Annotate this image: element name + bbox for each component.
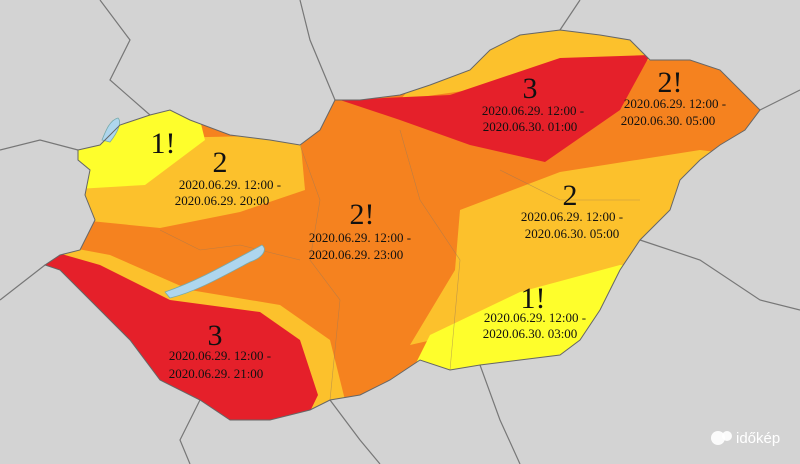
zone-level: 2 xyxy=(563,179,578,212)
zone-to: 2020.06.29. 21:00 xyxy=(169,366,264,381)
zone-from: 2020.06.29. 12:00 - xyxy=(309,230,411,245)
lake-balaton xyxy=(164,244,265,299)
zone-from: 2020.06.29. 12:00 - xyxy=(179,177,281,192)
zone-level: 3 xyxy=(208,319,223,352)
country-border xyxy=(43,29,761,421)
zone-level: 1! xyxy=(521,282,546,315)
zone-to: 2020.06.29. 23:00 xyxy=(309,247,404,262)
zone-to: 2020.06.30. 03:00 xyxy=(483,326,578,341)
zone-red xyxy=(340,55,650,162)
zone-level: 2 xyxy=(213,146,228,179)
zone-level: 1! xyxy=(151,127,176,160)
logo: időkép xyxy=(711,430,780,447)
zone-from: 2020.06.29. 12:00 - xyxy=(482,103,584,118)
zone-to: 2020.06.30. 05:00 xyxy=(525,226,620,241)
zone-level: 2! xyxy=(658,66,683,99)
logo-icon xyxy=(711,431,725,445)
zone-red xyxy=(45,245,318,420)
lake-ferto xyxy=(101,117,120,143)
zone-to: 2020.06.30. 01:00 xyxy=(483,119,578,134)
zone-level: 2! xyxy=(350,198,375,231)
zone-to: 2020.06.30. 05:00 xyxy=(621,113,716,128)
zone-from: 2020.06.29. 12:00 - xyxy=(169,348,271,363)
logo-text: időkép xyxy=(736,430,780,447)
zone-level: 3 xyxy=(523,72,538,105)
zone-to: 2020.06.29. 20:00 xyxy=(175,193,270,208)
zone-from: 2020.06.29. 12:00 - xyxy=(624,96,726,111)
zone-from: 2020.06.29. 12:00 - xyxy=(521,209,623,224)
zone-from: 2020.06.29. 12:00 - xyxy=(484,310,586,325)
logo-icon xyxy=(722,431,732,441)
county-borders xyxy=(159,129,640,401)
